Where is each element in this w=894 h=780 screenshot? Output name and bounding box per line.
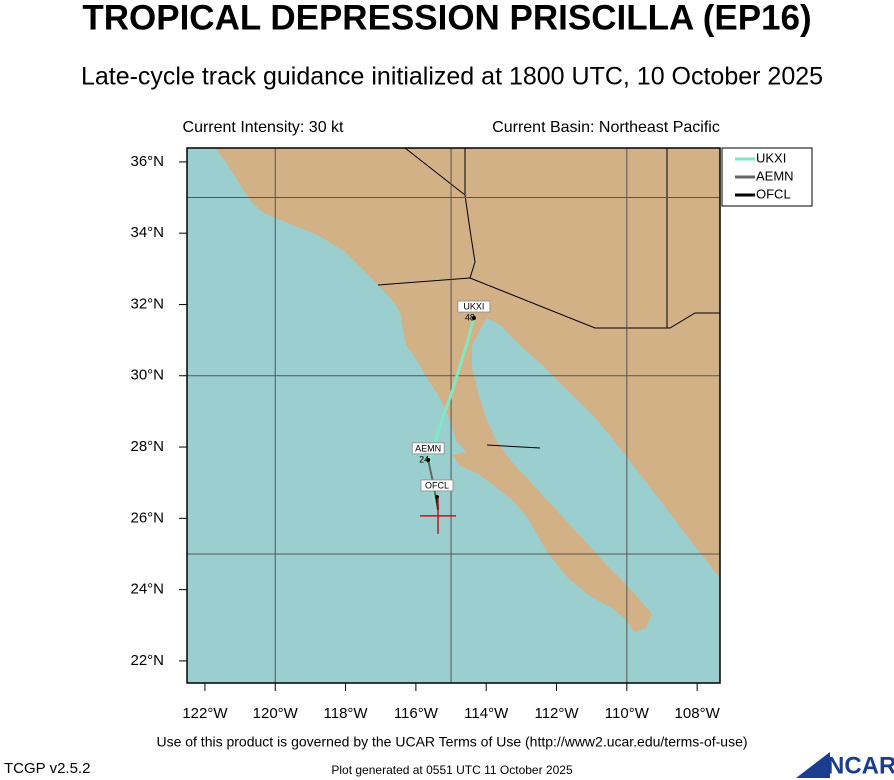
track-hour: 48 xyxy=(465,312,475,322)
logo: NCAR xyxy=(827,752,894,779)
legend-label: OFCL xyxy=(756,186,791,201)
border xyxy=(404,147,476,279)
track-label-box xyxy=(420,479,454,492)
water xyxy=(187,148,720,683)
basin: Current Basin: Northeast Pacific xyxy=(492,119,720,136)
track-point xyxy=(471,316,476,321)
grid xyxy=(187,148,720,683)
axes: 122°W 120°W 118°W 116°W 114°W 112°W 110°W 108°W… xyxy=(130,153,720,722)
borders xyxy=(377,147,720,449)
border xyxy=(486,444,541,449)
track-label: UKXI xyxy=(463,301,484,311)
x-tick-label: 110°W xyxy=(605,705,650,722)
y-tick-label: 26°N xyxy=(130,509,164,526)
y-tick-label: 32°N xyxy=(130,295,164,312)
track-label-box xyxy=(457,300,491,313)
intensity: Current Intensity: 30 kt xyxy=(183,119,345,136)
y-tick-label: 34°N xyxy=(130,224,164,241)
y-tick-label: 22°N xyxy=(130,652,164,669)
legend: UKXI AEMN OFCL xyxy=(721,147,813,207)
plot-frame xyxy=(186,147,721,684)
x-tick-label: 112°W xyxy=(534,705,579,722)
y-tick-label: 36°N xyxy=(130,153,164,170)
track-label: AEMN xyxy=(415,443,441,453)
y-tick-label: 30°N xyxy=(130,367,164,384)
x-tick-label: 114°W xyxy=(464,705,509,722)
footer: Use of this product is governed by the U… xyxy=(156,734,747,750)
legend-label: AEMN xyxy=(756,168,794,183)
chart-subtitle: Late-cycle track guidance initialized at… xyxy=(81,63,823,91)
track-hour: 24 xyxy=(419,454,429,464)
x-tick-label: 120°W xyxy=(253,705,299,722)
generated: Plot generated at 0551 UTC 11 October 20… xyxy=(331,763,573,777)
x-tick-label: 118°W xyxy=(324,705,369,722)
y-tick-label: 24°N xyxy=(130,581,164,598)
x-tick-label: 116°W xyxy=(394,705,439,722)
x-tick-label: 122°W xyxy=(182,705,228,722)
track-label-box xyxy=(411,442,445,455)
x-tick-label: 108°W xyxy=(675,705,721,722)
track-label: OFCL xyxy=(425,480,449,490)
y-tick-label: 28°N xyxy=(130,438,164,455)
version: TCGP v2.5.2 xyxy=(4,760,90,777)
chart-title: TROPICAL DEPRESSION PRISCILLA (EP16) xyxy=(82,0,811,37)
border xyxy=(377,277,720,329)
track-point xyxy=(426,457,431,462)
logo-mark xyxy=(796,752,830,778)
legend-label: UKXI xyxy=(756,150,786,165)
